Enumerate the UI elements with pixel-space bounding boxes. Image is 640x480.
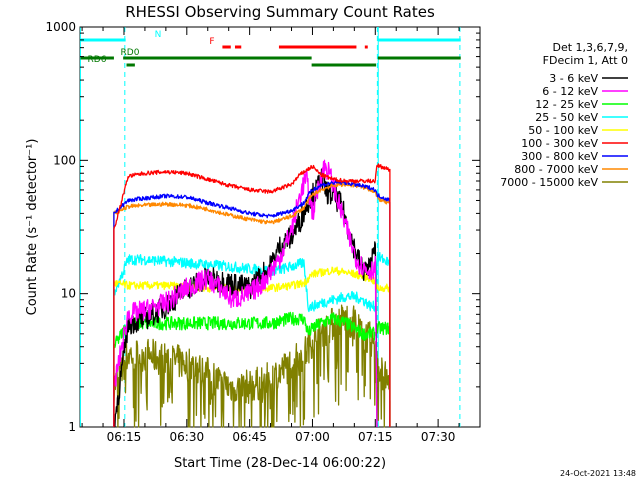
legend-header-line-1: Det 1,3,6,7,9, (552, 41, 628, 54)
footer-timestamp: 24-Oct-2021 13:48 (560, 469, 636, 478)
flag-n-label: N (155, 30, 162, 40)
x-axis-ticks: 06:15 06:30 06:45 07:00 07:15 07:30 (81, 27, 481, 444)
legend-label: 300 - 800 keV (521, 150, 598, 163)
y-tick-label: 1000 (45, 20, 76, 34)
series-line-7000-15000-kev (113, 304, 391, 428)
legend-label: 12 - 25 keV (535, 98, 598, 111)
y-axis-label: Count Rate (s⁻¹ detector⁻¹) (25, 139, 40, 316)
series-layer (113, 159, 391, 428)
flag-f-label: F (209, 37, 214, 47)
flag-rd6-label: RD6 (88, 55, 107, 65)
legend: Det 1,3,6,7,9, FDecim 1, Att 0 3 - 6 keV… (500, 41, 628, 189)
series-line-3-6-kev (113, 168, 378, 428)
y-tick-label: 1 (68, 420, 76, 434)
y-tick-label: 10 (61, 287, 76, 301)
series-line-12-25-kev (113, 311, 391, 427)
x-tick-label: 06:15 (107, 430, 142, 444)
flag-rd0-label: RD0 (121, 48, 140, 58)
flags-layer: N F RD0 RD6 (80, 30, 461, 67)
x-tick-label: 07:30 (421, 430, 456, 444)
legend-header-line-2: FDecim 1, Att 0 (543, 54, 628, 67)
x-tick-label: 07:00 (295, 430, 330, 444)
legend-label: 50 - 100 keV (528, 124, 598, 137)
legend-label: 7000 - 15000 keV (500, 176, 598, 189)
x-tick-label: 06:45 (232, 430, 267, 444)
series-line-25-50-kev (113, 251, 391, 427)
legend-label: 25 - 50 keV (535, 111, 598, 124)
legend-label: 3 - 6 keV (549, 72, 598, 85)
legend-label: 800 - 7000 keV (514, 163, 598, 176)
x-tick-label: 07:15 (358, 430, 393, 444)
legend-label: 6 - 12 keV (542, 85, 598, 98)
y-axis-ticks: 1 10 100 1000 (45, 20, 480, 434)
x-axis-label: Start Time (28-Dec-14 06:00:22) (174, 456, 386, 471)
series-line-100-300-kev (113, 163, 391, 427)
chart-title: RHESSI Observing Summary Count Rates (125, 3, 435, 21)
y-tick-label: 100 (53, 153, 76, 167)
series-line-800-7000-kev (113, 182, 391, 427)
legend-label: 100 - 300 keV (521, 137, 598, 150)
x-tick-label: 06:30 (170, 430, 205, 444)
